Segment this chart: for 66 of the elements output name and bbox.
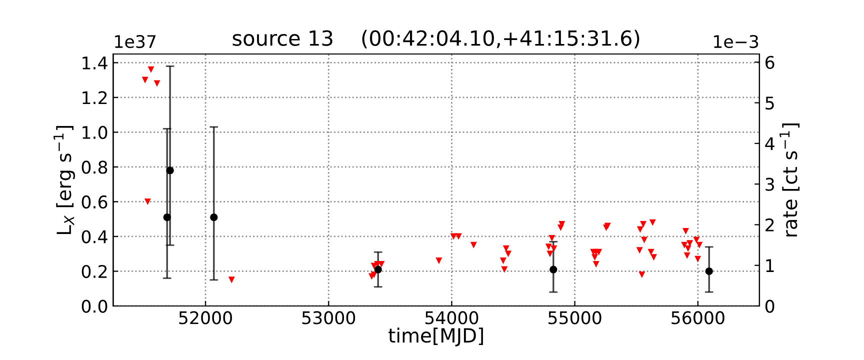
point <box>501 266 508 273</box>
point <box>455 233 462 240</box>
point <box>636 226 644 233</box>
point <box>640 221 647 228</box>
x-tick-label: 52000 <box>179 311 232 324</box>
y-tick-label: 1.0 <box>82 126 108 140</box>
point <box>144 198 151 205</box>
point <box>548 234 556 242</box>
x-tick-label: 54000 <box>425 311 478 324</box>
point <box>470 242 477 248</box>
y2-tick-label: 5 <box>766 96 774 110</box>
point <box>142 76 148 84</box>
point <box>638 271 646 278</box>
point <box>374 266 382 274</box>
y2-tick-label: 2 <box>766 218 774 232</box>
y-tick-label: 0.4 <box>82 230 108 244</box>
x-tick-label: 55000 <box>548 311 602 324</box>
point <box>648 248 654 256</box>
point <box>592 261 600 268</box>
point <box>640 236 648 244</box>
point <box>684 252 690 259</box>
y-tick-label: 1.4 <box>82 56 108 70</box>
y2-tick-label: 3 <box>766 178 774 191</box>
point <box>436 258 442 264</box>
point <box>378 261 385 268</box>
y-tick-label: 0.8 <box>82 160 108 174</box>
chart-title: source 13 (00:42:04.10,+41:15:31.6) <box>232 30 640 48</box>
x-tick-label: 56000 <box>672 311 724 324</box>
y-tick-label: 0.0 <box>82 300 108 313</box>
point <box>504 250 512 258</box>
point <box>591 254 598 261</box>
point <box>693 236 700 244</box>
point <box>649 219 656 226</box>
point <box>228 276 235 284</box>
point <box>636 247 643 254</box>
y-tick-label: 0.2 <box>82 264 107 278</box>
y-axis-title: L$_{X}$ [erg s$^{−1}$] <box>54 126 75 234</box>
y2-tick-label: 0 <box>765 300 774 313</box>
point <box>500 258 506 264</box>
point <box>696 242 703 248</box>
point <box>154 80 160 87</box>
point <box>163 214 171 222</box>
point <box>596 248 602 256</box>
y2-tick-label: 6 <box>766 56 774 69</box>
y-tick-label: 0.6 <box>82 195 108 209</box>
x-axis-title: time[MJD] <box>388 328 483 346</box>
point <box>684 245 692 252</box>
point <box>210 214 218 222</box>
point <box>546 250 554 258</box>
point <box>545 244 552 250</box>
point <box>166 166 174 174</box>
text: 1e37 <box>115 34 156 48</box>
point <box>148 66 154 73</box>
y-tick-label: 1.2 <box>82 91 107 104</box>
point <box>550 245 558 252</box>
point <box>682 228 689 235</box>
point <box>705 267 713 276</box>
point <box>450 233 457 240</box>
y2-tick-label: 4 <box>765 137 774 150</box>
point <box>550 266 558 274</box>
point <box>694 256 702 262</box>
point <box>650 254 657 261</box>
y2-tick-label: 1 <box>766 259 774 272</box>
y2-axis-title: rate [ct s$^{−1}$] <box>780 124 800 236</box>
text: 1e−3 <box>714 34 758 48</box>
x-tick-label: 53000 <box>302 311 356 324</box>
